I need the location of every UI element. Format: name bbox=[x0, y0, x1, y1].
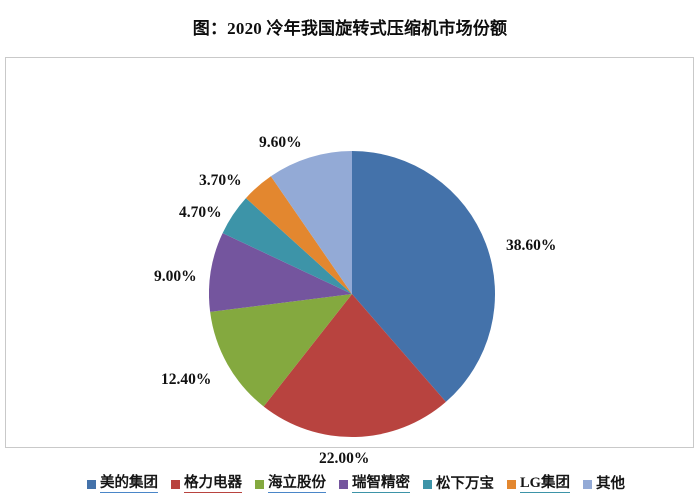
pie-slice bbox=[222, 198, 352, 294]
page-title: 图：2020 冷年我国旋转式压缩机市场份额 bbox=[192, 19, 508, 38]
pie-slice bbox=[352, 151, 495, 402]
legend-item[interactable]: 美的集团 bbox=[87, 475, 159, 493]
legend-label[interactable]: 瑞智精密 bbox=[352, 475, 411, 493]
pie-label-lg: 3.70% bbox=[199, 172, 242, 189]
legend-label: 其他 bbox=[595, 475, 625, 492]
legend-label[interactable]: 海立股份 bbox=[268, 475, 327, 493]
legend-swatch-icon bbox=[507, 479, 517, 489]
legend-item[interactable]: LG集团 bbox=[507, 475, 570, 493]
legend-label[interactable]: 美的集团 bbox=[100, 475, 159, 493]
chart-legend: 美的集团 格力电器 海立股份 瑞智精密 松下万宝 LG集团 其他 bbox=[6, 475, 700, 493]
pie-slice bbox=[210, 294, 352, 407]
pie-slice bbox=[263, 294, 446, 437]
legend-item[interactable]: 松下万宝 bbox=[423, 475, 495, 493]
pie-label-other: 9.60% bbox=[259, 134, 302, 151]
pie-svg bbox=[209, 151, 495, 437]
legend-item[interactable]: 瑞智精密 bbox=[339, 475, 411, 493]
legend-item[interactable]: 格力电器 bbox=[171, 475, 243, 493]
legend-label[interactable]: LG集团 bbox=[520, 475, 570, 493]
legend-label[interactable]: 格力电器 bbox=[184, 475, 243, 493]
pie-label-highly: 12.40% bbox=[161, 371, 212, 388]
pie-label-rechi: 9.00% bbox=[154, 268, 197, 285]
legend-item[interactable]: 其他 bbox=[582, 475, 625, 493]
pie-slice bbox=[270, 151, 352, 294]
legend-swatch-icon bbox=[255, 479, 265, 489]
legend-swatch-icon bbox=[171, 479, 181, 489]
legend-swatch-icon bbox=[423, 479, 433, 489]
legend-item[interactable]: 海立股份 bbox=[255, 475, 327, 493]
legend-label: 松下万宝 bbox=[436, 475, 495, 492]
pie-label-panasonic: 4.70% bbox=[179, 204, 222, 221]
legend-swatch-icon bbox=[87, 479, 97, 489]
pie-label-meidi: 38.60% bbox=[506, 237, 557, 254]
pie-chart bbox=[209, 151, 495, 437]
pie-slice bbox=[209, 233, 352, 312]
legend-swatch-icon bbox=[582, 479, 592, 489]
legend-swatch-icon bbox=[339, 479, 349, 489]
pie-label-gree: 22.00% bbox=[319, 450, 370, 467]
pie-slice bbox=[245, 176, 352, 294]
chart-plot-area: 38.60% 22.00% 12.40% 9.00% 4.70% 3.70% 9… bbox=[5, 57, 694, 493]
